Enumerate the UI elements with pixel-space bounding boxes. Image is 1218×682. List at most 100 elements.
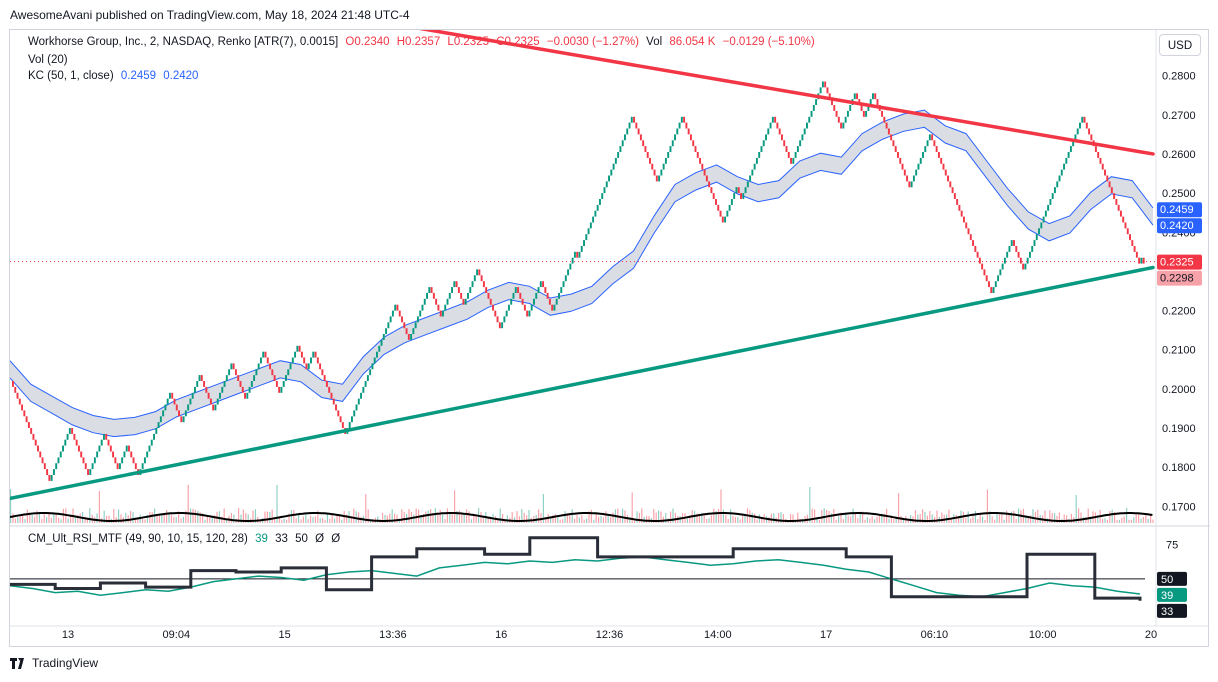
volume-bar	[36, 510, 38, 523]
renko-brick	[32, 433, 35, 440]
volume-bar	[456, 511, 458, 523]
renko-brick	[696, 152, 699, 158]
volume-bar	[1027, 516, 1029, 523]
volume-bar	[312, 517, 314, 523]
renko-brick	[840, 122, 843, 129]
volume-bar	[574, 518, 576, 523]
volume-bar	[187, 484, 189, 523]
renko-brick	[626, 128, 629, 135]
volume-bar	[276, 485, 278, 523]
volume-bar	[578, 517, 580, 523]
y-tick-label: 0.2600	[1162, 149, 1196, 161]
volume-bar	[576, 515, 578, 523]
ohlc-high: H0.2357	[396, 36, 441, 48]
volume-bar	[914, 510, 916, 523]
volume-bar	[252, 510, 254, 523]
volume-bar	[38, 512, 40, 523]
renko-brick	[55, 463, 58, 470]
renko-brick	[990, 287, 993, 293]
volume-bar	[12, 513, 14, 523]
resistance-trendline	[418, 30, 1155, 156]
renko-brick	[1038, 228, 1040, 235]
tradingview-logo[interactable]: TradingView	[10, 656, 98, 670]
renko-brick	[821, 81, 824, 88]
renko-brick	[514, 287, 517, 293]
volume-bar	[862, 511, 864, 523]
volume-bar	[737, 517, 739, 523]
chart-frame[interactable]: 0.2800 0.2700 0.2600 0.2500 0.2400 0.2200 0.21…	[9, 29, 1210, 648]
renko-brick	[353, 410, 356, 417]
volume-bar	[377, 516, 379, 523]
renko-brick	[1008, 246, 1011, 252]
renko-brick	[253, 375, 256, 381]
renko-brick	[585, 234, 588, 241]
volume-bar	[463, 514, 465, 523]
renko-brick	[512, 292, 515, 299]
renko-brick	[601, 193, 604, 199]
volume-bar	[24, 519, 26, 523]
renko-brick	[134, 463, 137, 470]
volume-bar	[727, 519, 729, 523]
y-tick-label: 0.2500	[1162, 188, 1196, 200]
renko-brick	[37, 445, 39, 452]
volume-bar	[60, 519, 62, 523]
volume-bar	[151, 512, 153, 523]
renko-brick	[93, 457, 96, 464]
currency-button[interactable]: USD	[1159, 34, 1201, 56]
volume-bar	[864, 519, 866, 523]
renko-brick	[740, 193, 742, 199]
renko-brick	[919, 157, 922, 164]
renko-brick	[259, 357, 262, 364]
renko-brick	[159, 416, 162, 423]
volume-bar	[883, 513, 885, 523]
rsi-39-tag	[1157, 587, 1187, 602]
renko-brick	[273, 375, 276, 381]
rsi-y-tick-label: 75	[1166, 540, 1178, 552]
volume-bar	[1066, 515, 1068, 523]
volume-bar	[622, 508, 624, 523]
volume-bar	[382, 512, 384, 523]
volume-bar	[163, 514, 165, 523]
volume-bar	[254, 509, 256, 523]
chart-canvas[interactable]: 0.28000.27000.26000.25000.24000.22000.21…	[10, 30, 1210, 648]
renko-brick	[23, 410, 26, 417]
renko-brick	[605, 181, 608, 188]
renko-brick	[1138, 257, 1141, 264]
renko-brick	[749, 175, 752, 182]
renko-brick	[551, 304, 554, 311]
renko-brick	[371, 363, 374, 370]
renko-brick	[1060, 169, 1063, 176]
volume-bar	[1109, 511, 1111, 523]
renko-brick	[310, 357, 312, 364]
volume-bar	[859, 511, 861, 523]
renko-brick	[143, 457, 146, 464]
renko-brick	[278, 386, 281, 393]
volume-bar	[34, 516, 36, 523]
volume-bar	[468, 511, 470, 523]
volume-bar	[46, 517, 48, 523]
volume-bar	[482, 518, 484, 523]
renko-brick	[328, 386, 331, 393]
rsi-39-tag-text: 39	[1161, 590, 1173, 602]
volume-bar	[600, 515, 602, 523]
renko-brick	[1026, 257, 1029, 264]
renko-brick	[14, 386, 17, 393]
renko-brick	[168, 392, 171, 399]
renko-brick	[881, 110, 884, 117]
renko-brick	[573, 251, 576, 258]
volume-bar	[470, 519, 472, 523]
renko-brick	[842, 122, 845, 129]
volume-bar	[888, 518, 890, 523]
renko-brick	[624, 134, 626, 141]
renko-brick	[915, 169, 918, 176]
volume-bar	[288, 513, 290, 523]
volume-bar	[266, 511, 268, 523]
renko-brick	[421, 304, 424, 311]
volume-bar	[293, 509, 295, 523]
renko-brick	[30, 428, 33, 434]
renko-brick	[922, 152, 924, 158]
renko-brick	[426, 292, 428, 299]
renko-brick	[887, 128, 890, 135]
renko-brick	[517, 287, 519, 293]
renko-brick	[988, 281, 990, 288]
